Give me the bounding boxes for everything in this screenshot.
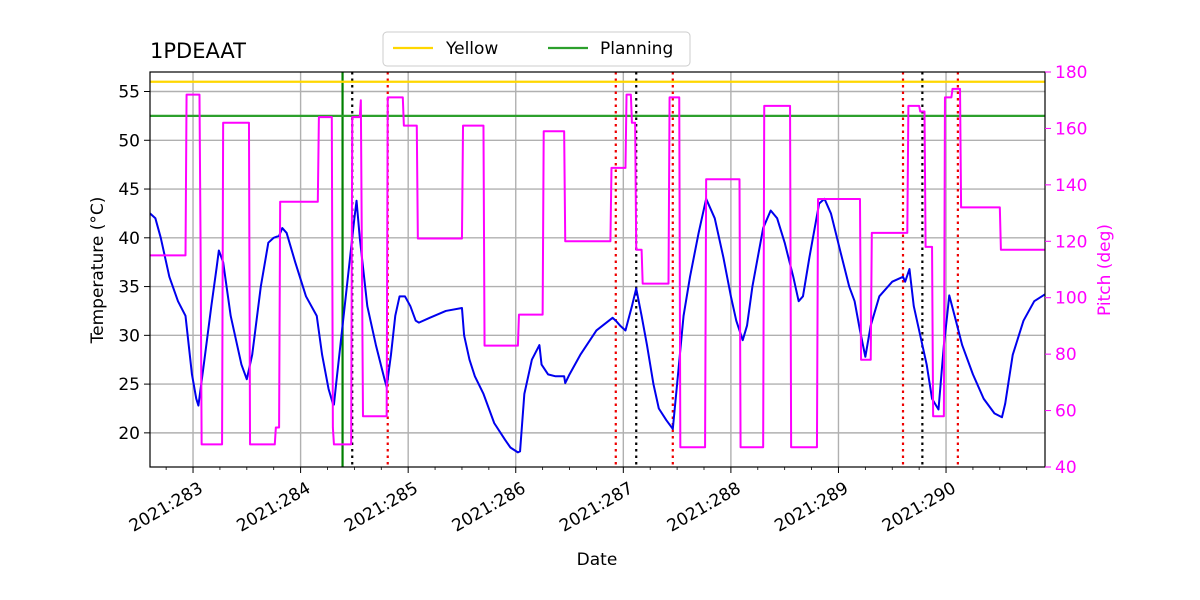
chart-title: 1PDEAAT [150, 39, 246, 63]
y2-tick-label: 180 [1055, 63, 1087, 83]
legend-label-yellow: Yellow [445, 39, 498, 59]
legend-box [382, 31, 691, 67]
y2-axis-label: Pitch (deg) [1095, 224, 1115, 316]
y2-tick-label: 80 [1055, 345, 1077, 365]
plot-frame [149, 71, 1046, 468]
grid [150, 72, 1045, 467]
series-line-pitch [150, 87, 1045, 449]
y-tick-label: 25 [118, 375, 140, 395]
series [150, 87, 1045, 454]
x-axis-label: Date [577, 550, 618, 570]
y2-tick-label: 100 [1055, 289, 1087, 309]
y-axis-label: Temperature (°C) [88, 197, 108, 345]
y2-tick-label: 160 [1055, 119, 1087, 139]
legend-label-planning: Planning [600, 39, 673, 59]
y-tick-label: 40 [118, 229, 140, 249]
y-tick-label: 50 [118, 131, 140, 151]
y2-tick-label: 40 [1055, 458, 1077, 478]
series-line-temperature [150, 197, 1045, 454]
limit-lines [150, 80, 1045, 117]
y-tick-label: 45 [118, 180, 140, 200]
y-tick-label: 30 [118, 326, 140, 346]
y2-tick-label: 60 [1055, 402, 1077, 422]
y-tick-label: 35 [118, 278, 140, 298]
y2-tick-label: 120 [1055, 232, 1087, 252]
y2-tick-label: 140 [1055, 176, 1087, 196]
y-tick-label: 55 [118, 83, 140, 103]
legend: Yellow Planning [382, 31, 691, 67]
y-tick-label: 20 [118, 424, 140, 444]
